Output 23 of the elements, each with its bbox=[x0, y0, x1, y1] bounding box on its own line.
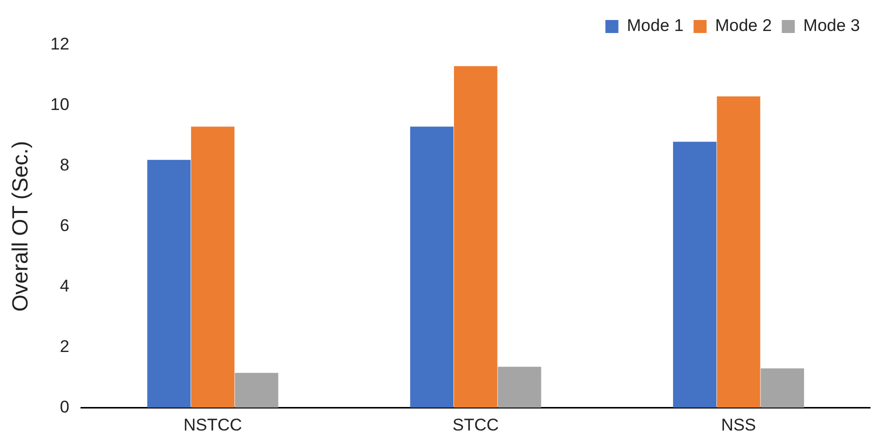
bar bbox=[673, 142, 716, 408]
legend-label: Mode 1 bbox=[626, 16, 684, 36]
bar bbox=[410, 126, 454, 408]
y-tick-label: 0 bbox=[60, 397, 70, 416]
legend-label: Mode 2 bbox=[715, 16, 772, 36]
y-tick-label: 12 bbox=[50, 34, 70, 54]
bar bbox=[147, 160, 191, 408]
bar bbox=[716, 96, 760, 408]
bar bbox=[760, 368, 804, 408]
y-tick-label: 4 bbox=[60, 276, 70, 296]
x-tick-label: NSTCC bbox=[183, 415, 242, 434]
y-tick-label: 10 bbox=[50, 95, 70, 114]
x-tick-label: STCC bbox=[452, 415, 499, 434]
bar bbox=[498, 366, 542, 408]
bar bbox=[191, 126, 234, 408]
bar bbox=[454, 66, 498, 408]
bar bbox=[234, 372, 278, 408]
y-axis-title: Overall OT (Sec.) bbox=[7, 140, 32, 312]
y-tick-label: 2 bbox=[60, 336, 70, 356]
y-tick-label: 8 bbox=[60, 156, 70, 175]
y-tick-label: 6 bbox=[60, 216, 70, 235]
legend-label: Mode 3 bbox=[803, 16, 860, 36]
x-tick-label: NSS bbox=[721, 415, 756, 434]
